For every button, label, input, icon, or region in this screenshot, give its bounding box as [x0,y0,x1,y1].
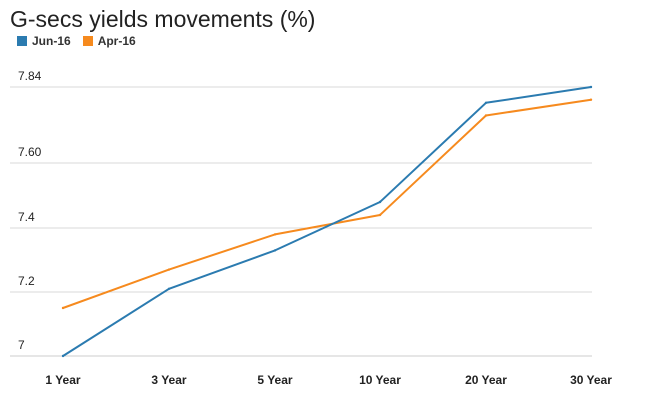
data-point-jun-16 [589,85,593,89]
legend: Jun-16 Apr-16 [17,34,136,48]
y-tick-label: 7 [18,338,25,352]
legend-label-jun-16: Jun-16 [32,34,71,48]
y-tick-label: 7.4 [18,210,35,224]
x-tick-label: 5 Year [257,373,292,387]
data-point-apr-16 [167,268,171,271]
legend-label-apr-16: Apr-16 [97,34,136,48]
data-point-jun-16 [378,200,382,204]
data-point-apr-16 [484,114,488,117]
x-tick-label: 30 Year [570,373,612,387]
legend-item-jun-16: Jun-16 [17,34,71,48]
x-tick-label: 1 Year [45,373,80,387]
legend-swatch-jun-16 [17,36,27,46]
y-tick-label: 7.84 [18,69,42,83]
data-point-apr-16 [273,233,277,236]
data-point-apr-16 [61,306,65,310]
data-point-apr-16 [589,98,593,101]
y-tick-label: 7.60 [18,145,42,159]
data-point-apr-16 [378,213,382,217]
data-point-jun-16 [167,287,171,290]
x-tick-label: 20 Year [465,373,507,387]
data-point-jun-16 [484,101,488,105]
legend-swatch-apr-16 [82,36,93,46]
x-tick-label: 10 Year [359,373,401,387]
data-point-jun-16 [61,354,65,358]
data-point-jun-16 [273,249,277,252]
series-line-jun-16 [62,86,592,357]
x-tick-label: 3 Year [151,373,186,387]
y-tick-label: 7.2 [18,274,35,288]
chart-title: G-secs yields movements (%) [10,6,316,32]
legend-item-apr-16: Apr-16 [82,34,136,48]
series-line-apr-16 [62,98,592,309]
